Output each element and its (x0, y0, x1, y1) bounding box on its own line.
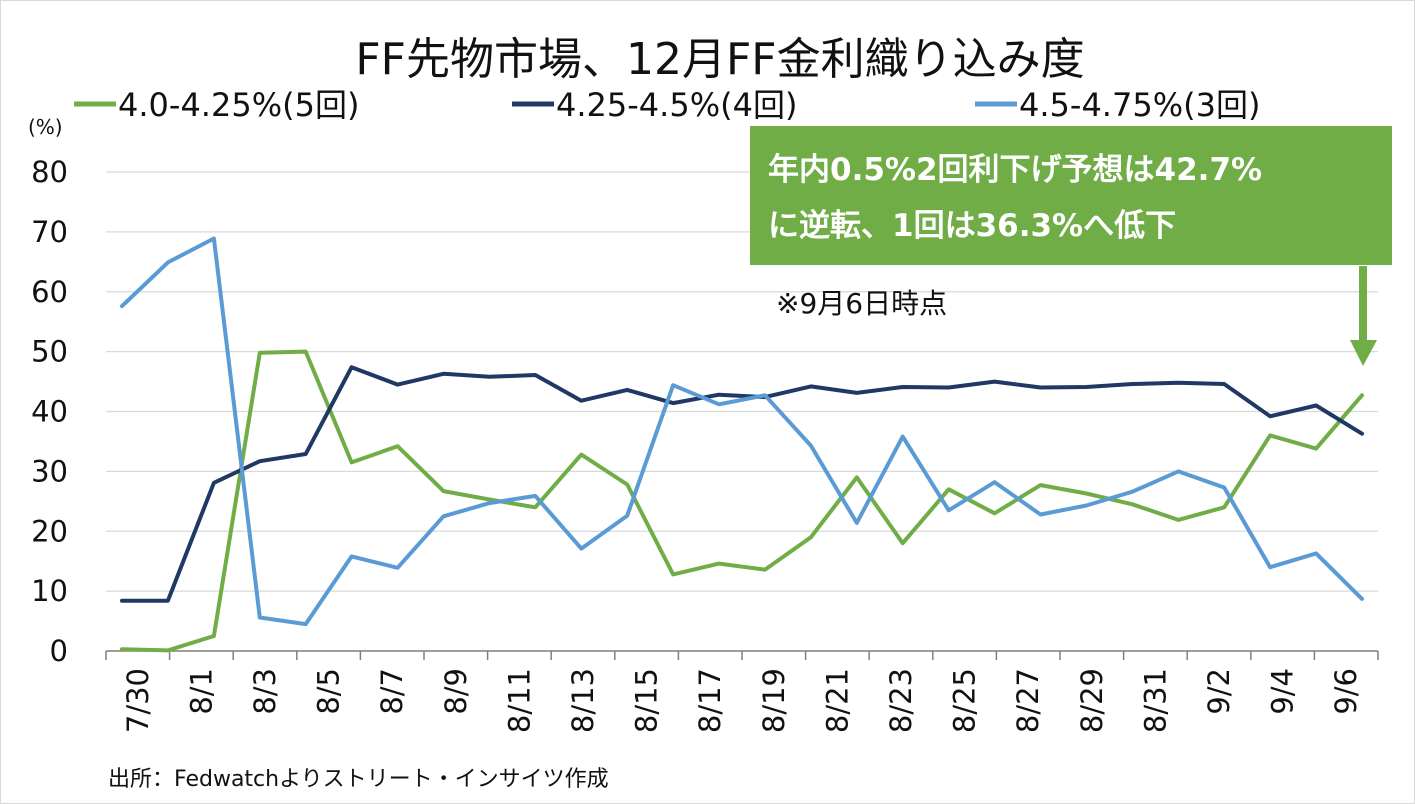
legend-item-series-3: 4.5-4.75%(3回) (975, 86, 1260, 124)
x-tick-label: 8/3 (248, 668, 282, 715)
source-text: 出所：Fedwatchよりストリート・インサイツ作成 (108, 767, 609, 792)
y-tick-label: 30 (31, 454, 68, 488)
callout-arrow-head (1350, 340, 1377, 366)
callout-arrow-shaft (1359, 266, 1367, 340)
callout-box (750, 126, 1392, 265)
legend-label-series-1: 4.0-4.25%(5回) (118, 86, 359, 124)
x-tick-label: 8/25 (948, 668, 982, 733)
x-tick-label: 8/13 (566, 668, 600, 733)
x-axis (105, 650, 1379, 660)
note-text: ※9月6日時点 (776, 287, 947, 320)
y-tick-label: 20 (31, 514, 68, 548)
series-lines (120, 236, 1364, 653)
x-tick-label: 8/11 (502, 668, 536, 733)
y-tick-label: 0 (50, 634, 68, 668)
y-tick-label: 80 (31, 155, 68, 189)
x-tick-label: 8/29 (1075, 668, 1109, 733)
y-axis-ticks: 80 70 60 50 40 30 20 10 0 (31, 155, 68, 668)
legend-item-series-1: 4.0-4.25%(5回) (74, 86, 359, 124)
legend-item-series-2: 4.25-4.5%(4回) (512, 86, 797, 124)
x-tick-label: 8/9 (439, 668, 473, 715)
series-line-2 (120, 365, 1364, 603)
annotation-callout: 年内0.5%2回利下げ予想は42.7% に逆転、1回は36.3%へ低下 (750, 126, 1392, 265)
callout-line-1: 年内0.5%2回利下げ予想は42.7% (768, 152, 1262, 188)
legend-label-series-3: 4.5-4.75%(3回) (1019, 86, 1260, 124)
x-tick-label: 9/4 (1266, 668, 1300, 715)
callout-line-2: に逆転、1回は36.3%へ低下 (768, 208, 1176, 244)
y-tick-label: 60 (31, 275, 68, 309)
callout-arrow (1350, 266, 1377, 366)
x-axis-tick-labels: 7/30 8/1 8/3 8/5 8/7 8/9 8/11 8/13 8/15 8/17 8/19 8… (121, 668, 1363, 733)
chart-title: FF先物市場、12月FF金利織り込み度 (355, 34, 1084, 85)
x-tick-label: 9/6 (1329, 668, 1363, 715)
y-tick-label: 70 (31, 215, 68, 249)
series-line-3 (120, 236, 1364, 627)
x-tick-label: 9/2 (1202, 668, 1236, 715)
x-tick-label: 8/19 (757, 668, 791, 733)
y-tick-label: 40 (31, 395, 68, 429)
x-tick-label: 8/23 (884, 668, 918, 733)
y-tick-label: 10 (31, 574, 68, 608)
x-tick-label: 8/7 (375, 668, 409, 715)
x-tick-label: 8/31 (1138, 668, 1172, 733)
x-tick-label: 7/30 (121, 668, 155, 733)
x-tick-label: 8/15 (630, 668, 664, 733)
x-tick-label: 8/21 (820, 668, 854, 733)
x-tick-label: 8/17 (693, 668, 727, 733)
x-tick-label: 8/27 (1011, 668, 1045, 733)
legend: 4.0-4.25%(5回) 4.25-4.5%(4回) 4.5-4.75%(3回… (74, 86, 1260, 124)
y-axis-unit-label: (%) (28, 115, 63, 139)
x-tick-label: 8/1 (184, 668, 218, 715)
x-tick-label: 8/5 (312, 668, 346, 715)
legend-label-series-2: 4.25-4.5%(4回) (556, 86, 797, 124)
y-tick-label: 50 (31, 335, 68, 369)
